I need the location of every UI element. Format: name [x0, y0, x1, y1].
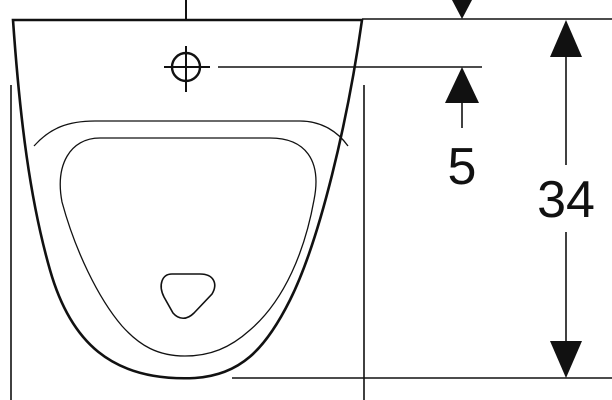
offset-arrow-down: [452, 0, 472, 19]
bowl-rim-curve: [33, 120, 349, 147]
drain-outlet: [160, 273, 216, 320]
height-arrow-top: [550, 20, 582, 57]
water-inlet-circle: [170, 51, 202, 83]
overall-height-label: 34: [537, 171, 595, 229]
offset-arrow-up: [445, 67, 479, 103]
height-arrow-bottom: [550, 341, 582, 378]
inner-bowl-outline: [59, 137, 317, 357]
urinal-outer-outline: [11, 18, 364, 380]
inlet-offset-label: 5: [448, 138, 477, 196]
